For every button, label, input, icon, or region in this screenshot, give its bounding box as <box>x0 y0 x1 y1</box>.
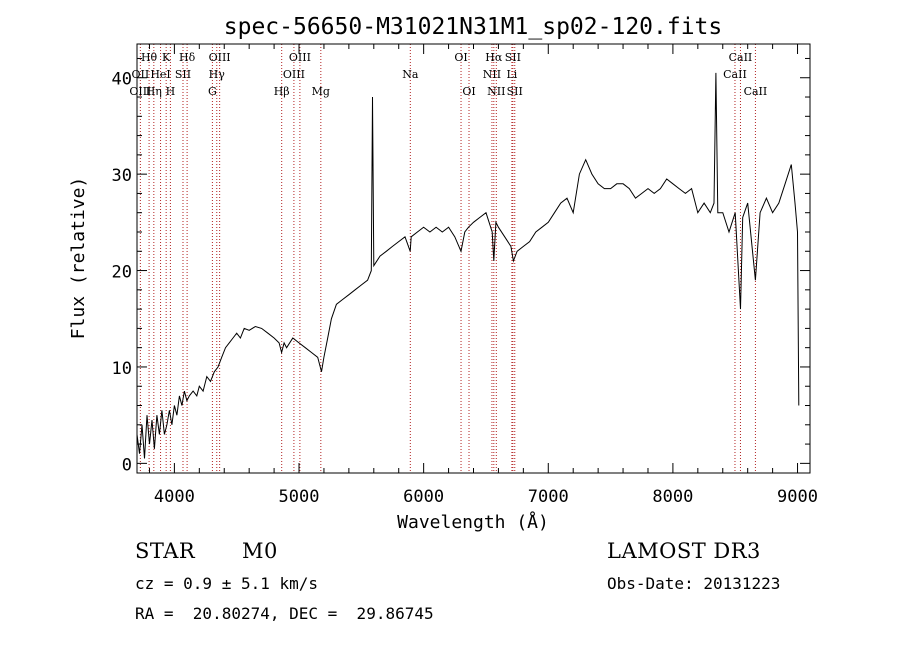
spectral-line-label: CaII <box>729 51 753 64</box>
spectral-line-label: CaII <box>744 85 768 98</box>
spectral-line-label: OIII <box>289 51 311 64</box>
spectral-line-label: Hβ <box>274 85 290 98</box>
y-tick-label: 10 <box>112 359 132 379</box>
spectral-line-label: NII <box>483 68 501 81</box>
x-tick-label: 8000 <box>652 487 693 507</box>
x-axis: 4000 5000 6000 7000 8000 9000 <box>148 44 818 507</box>
spectral-line-label: NII <box>487 85 505 98</box>
obs-date: Obs-Date: 20131223 <box>607 574 781 593</box>
spectral-line-label: Hγ <box>209 68 226 81</box>
x-tick-label: 5000 <box>279 487 320 507</box>
survey-label: LAMOST DR3 <box>607 539 761 563</box>
spectral-line-label: SII <box>507 85 523 98</box>
x-axis-label: Wavelength (Å) <box>397 511 549 533</box>
spectral-line-label: SII <box>175 68 191 81</box>
spectral-line-label: Mg <box>312 85 330 98</box>
coordinates: RA = 20.80274, DEC = 29.86745 <box>135 604 434 623</box>
spectral-line-label: Li <box>506 68 517 81</box>
spectral-line-label: OI <box>454 51 467 64</box>
object-class: STAR <box>135 539 196 563</box>
marker-lines-group <box>139 44 756 473</box>
object-subclass: M0 <box>242 539 278 563</box>
spectral-line-label: OI <box>462 85 475 98</box>
spectral-line-label: OIII <box>283 68 305 81</box>
redshift-readout: cz = 0.9 ± 5.1 km/s <box>135 574 319 593</box>
x-tick-label: 6000 <box>403 487 444 507</box>
chart-title: spec-56650-M31021N31M1_sp02-120.fits <box>224 14 723 40</box>
spectral-line-label: Hδ <box>179 51 196 64</box>
spectral-line-label: OII <box>132 68 150 81</box>
spectral-line-label: SII <box>505 51 521 64</box>
spectral-line-label: CaII <box>723 68 747 81</box>
spectrum-line <box>136 72 800 459</box>
y-tick-label: 30 <box>112 166 132 186</box>
x-tick-label: 4000 <box>154 487 195 507</box>
y-tick-label: 0 <box>122 455 132 475</box>
spectral-line-label: Na <box>402 68 419 81</box>
plot-frame <box>136 43 811 474</box>
x-tick-label: 9000 <box>777 487 818 507</box>
spectral-line-label: Hη <box>146 85 162 98</box>
spectral-line-label: K <box>162 51 171 64</box>
y-axis: 0 10 20 30 40 <box>112 57 810 475</box>
x-tick-label: 7000 <box>528 487 569 507</box>
y-tick-label: 20 <box>112 263 132 283</box>
marker-labels-group: Hθ OII OIII K HeI Hη SII H Hδ OIII Hγ G Hβ OIII OIII Mg… <box>129 51 767 98</box>
spectral-line-label: H <box>166 85 176 98</box>
spectral-line-label: G <box>208 85 217 98</box>
y-tick-label: 40 <box>112 70 132 90</box>
spectral-line-label: OIII <box>209 51 231 64</box>
spectral-line-label: Hθ <box>141 51 158 64</box>
y-axis-label: Flux (relative) <box>68 177 89 340</box>
spectral-line-label: OIII <box>129 85 151 98</box>
spectral-line-label: HeI <box>150 68 170 81</box>
spectral-line-label: Hα <box>485 51 503 64</box>
